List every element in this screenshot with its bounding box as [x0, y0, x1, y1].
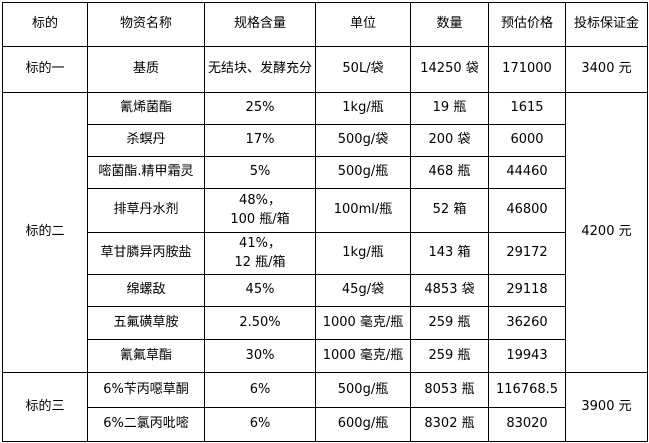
cell-unit: 100ml/瓶: [315, 188, 411, 233]
cell-quantity: 259 瓶: [410, 339, 489, 373]
cell-spec: 41%， 12 瓶/箱: [204, 232, 316, 275]
cell-quantity: 4853 袋: [410, 274, 489, 307]
cell-unit: 600g/瓶: [315, 407, 411, 442]
group-label-target-2: 标的二: [2, 92, 88, 373]
cell-material-name: 草甘膦异丙胺盐: [87, 232, 205, 275]
cell-spec: 6%: [204, 407, 316, 442]
cell-material-name: 氰氟草酯: [87, 339, 205, 373]
table-row: 标的一 基质 无结块、发酵充分 50L/袋 14250 袋 171000 340…: [2, 46, 648, 93]
cell-material-name: 6%苄丙噁草酮: [87, 372, 205, 408]
table-row: 氰氟草酯 30% 1000 毫克/瓶 259 瓶 19943: [3, 339, 648, 373]
cell-material-name: 嘧菌酯.精甲霜灵: [87, 156, 205, 189]
cell-unit: 500g/瓶: [315, 156, 411, 189]
cell-material-name: 绵螺敌: [87, 274, 205, 307]
cell-spec: 25%: [204, 92, 316, 125]
cell-estimated-price: 83020: [488, 407, 566, 442]
cell-estimated-price: 1615: [488, 92, 566, 125]
cell-material-name: 排草丹水剂: [87, 188, 205, 233]
cell-deposit-target-1: 3400 元: [565, 46, 648, 93]
header-material-name: 物资名称: [87, 2, 205, 47]
cell-quantity: 8053 瓶: [410, 372, 489, 408]
cell-quantity: 52 箱: [410, 188, 489, 233]
cell-material-name: 五氟磺草胺: [87, 306, 205, 340]
cell-estimated-price: 116768.5: [488, 372, 566, 408]
cell-spec: 45%: [204, 274, 316, 307]
cell-unit: 45g/袋: [315, 274, 411, 307]
table-row: 五氟磺草胺 2.50% 1000 毫克/瓶 259 瓶 36260: [3, 306, 648, 340]
table-row: 草甘膦异丙胺盐 41%， 12 瓶/箱 1kg/瓶 143 箱 29172: [3, 232, 648, 275]
cell-spec: 17%: [204, 124, 316, 157]
cell-quantity: 468 瓶: [410, 156, 489, 189]
group-label-target-1: 标的一: [2, 46, 88, 93]
cell-material-name: 杀螟丹: [87, 124, 205, 157]
cell-estimated-price: 6000: [488, 124, 566, 157]
cell-quantity: 143 箱: [410, 232, 489, 275]
cell-deposit-target-3: 3900 元: [565, 372, 648, 442]
header-estimated-price: 预估价格: [488, 2, 566, 47]
table-header-row: 标的 物资名称 规格含量 单位 数量 预估价格 投标保证金: [2, 2, 648, 47]
cell-estimated-price: 19943: [488, 339, 566, 373]
table-row: 排草丹水剂 48%， 100 瓶/箱 100ml/瓶 52 箱 46800: [3, 188, 648, 233]
header-quantity: 数量: [410, 2, 489, 47]
cell-quantity: 19 瓶: [410, 92, 489, 125]
cell-quantity: 14250 袋: [410, 46, 489, 93]
table-row: 杀螟丹 17% 500g/袋 200 袋 6000: [3, 124, 648, 157]
cell-unit: 500g/袋: [315, 124, 411, 157]
cell-spec: 无结块、发酵充分: [204, 46, 316, 93]
group-label-target-3: 标的三: [2, 372, 88, 442]
table-row: 绵螺敌 45% 45g/袋 4853 袋 29118: [3, 274, 648, 307]
table-row: 标的三 6%苄丙噁草酮 6% 500g/瓶 8053 瓶 116768.5 39…: [2, 372, 648, 442]
cell-unit: 1kg/瓶: [315, 92, 411, 125]
cell-unit: 1000 毫克/瓶: [315, 339, 411, 373]
cell-material-name: 6%二氯丙吡嘧: [87, 407, 205, 442]
cell-unit: 1kg/瓶: [315, 232, 411, 275]
cell-spec: 5%: [204, 156, 316, 189]
cell-quantity: 8302 瓶: [410, 407, 489, 442]
cell-estimated-price: 29118: [488, 274, 566, 307]
cell-estimated-price: 29172: [488, 232, 566, 275]
cell-material-name: 氰烯菌酯: [87, 92, 205, 125]
cell-spec: 48%， 100 瓶/箱: [204, 188, 316, 233]
header-target: 标的: [2, 2, 88, 47]
cell-unit: 50L/袋: [315, 46, 411, 93]
header-spec: 规格含量: [204, 2, 316, 47]
cell-estimated-price: 46800: [488, 188, 566, 233]
cell-estimated-price: 171000: [488, 46, 566, 93]
table-row: 标的二 氰烯菌酯 25% 1kg/瓶 19 瓶 1615 4200 元: [2, 92, 648, 373]
cell-material-name: 基质: [87, 46, 205, 93]
cell-spec: 30%: [204, 339, 316, 373]
header-bid-deposit: 投标保证金: [565, 2, 648, 47]
cell-spec: 2.50%: [204, 306, 316, 340]
cell-unit: 1000 毫克/瓶: [315, 306, 411, 340]
cell-quantity: 259 瓶: [410, 306, 489, 340]
cell-estimated-price: 36260: [488, 306, 566, 340]
cell-unit: 500g/瓶: [315, 372, 411, 408]
cell-deposit-target-2: 4200 元: [565, 92, 648, 373]
table-row: 嘧菌酯.精甲霜灵 5% 500g/瓶 468 瓶 44460: [3, 156, 648, 189]
header-unit: 单位: [315, 2, 411, 47]
cell-spec: 6%: [204, 372, 316, 408]
cell-quantity: 200 袋: [410, 124, 489, 157]
table-row: 6%二氯丙吡嘧 6% 600g/瓶 8302 瓶 83020: [3, 407, 648, 442]
cell-estimated-price: 44460: [488, 156, 566, 189]
